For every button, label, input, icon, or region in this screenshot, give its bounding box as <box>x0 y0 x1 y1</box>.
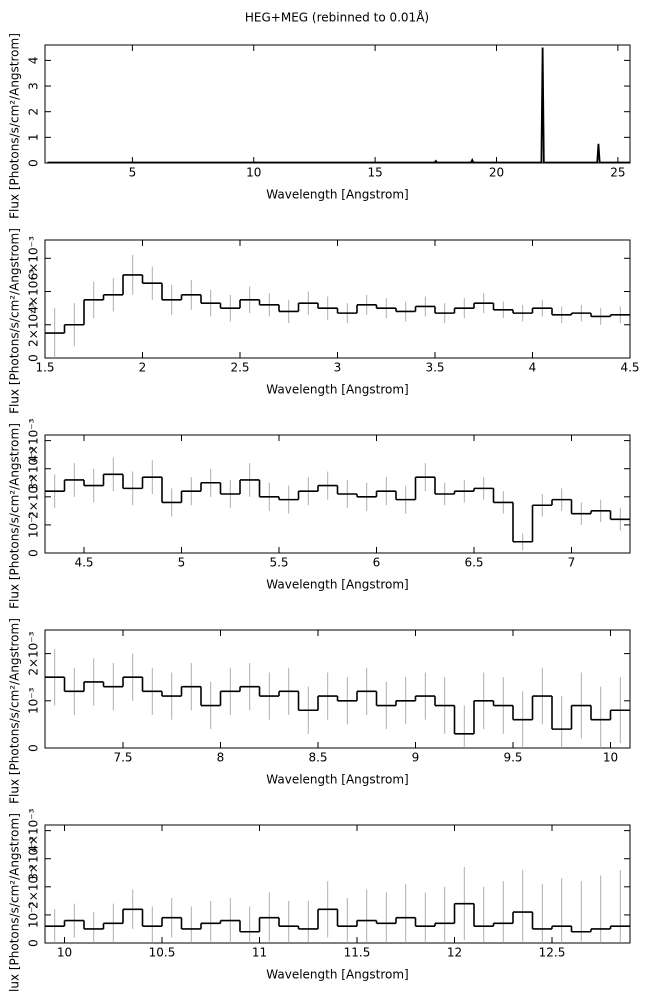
y-tick-label: 3×10⁻³ <box>27 446 41 490</box>
x-tick-label: 25 <box>610 166 625 180</box>
y-tick-label: 0 <box>27 549 41 557</box>
x-axis-label: Wavelength [Angstrom] <box>266 968 408 982</box>
x-axis-label: Wavelength [Angstrom] <box>266 773 408 787</box>
y-tick-label: 4×10⁻³ <box>27 808 41 852</box>
x-tick-label: 7.5 <box>113 751 132 765</box>
y-axis-label: Flux [Photons/s/cm²/Angstrom] <box>8 33 22 219</box>
y-tick-label: 3 <box>27 82 41 90</box>
y-axis-label: Flux [Photons/s/cm²/Angstrom] <box>8 813 22 991</box>
x-tick-label: 12.5 <box>539 946 566 960</box>
x-tick-label: 6.5 <box>464 556 483 570</box>
y-tick-label: 2 <box>27 108 41 116</box>
plot-frame <box>44 824 631 944</box>
y-tick-label: 10⁻³ <box>27 687 41 714</box>
x-tick-label: 9.5 <box>503 751 522 765</box>
x-tick-label: 10 <box>246 166 261 180</box>
x-tick-label: 1.5 <box>35 361 54 375</box>
x-axis-label: Wavelength [Angstrom] <box>266 578 408 592</box>
y-tick-label: 0 <box>27 159 41 167</box>
series <box>45 457 630 551</box>
x-tick-label: 10 <box>57 946 72 960</box>
x-tick-label: 12 <box>447 946 462 960</box>
x-tick-label: 10.5 <box>149 946 176 960</box>
y-tick-label: 1 <box>27 134 41 142</box>
x-tick-label: 4.5 <box>620 361 639 375</box>
x-tick-label: 5.5 <box>269 556 288 570</box>
chart-title: HEG+MEG (rebinned to 0.01Å) <box>245 10 429 25</box>
y-tick-label: 4×10⁻³ <box>27 269 41 313</box>
spectrum-line <box>47 47 630 163</box>
x-tick-label: 3 <box>334 361 342 375</box>
x-tick-label: 15 <box>367 166 382 180</box>
y-axis-label: Flux [Photons/s/cm²/Angstrom] <box>8 618 22 804</box>
y-tick-label: 6×10⁻³ <box>27 236 41 280</box>
x-tick-label: 7 <box>568 556 576 570</box>
x-tick-label: 20 <box>489 166 504 180</box>
y-axis-label: Flux [Photons/s/cm²/Angstrom] <box>8 423 22 609</box>
x-axis-label: Wavelength [Angstrom] <box>266 383 408 397</box>
y-tick-label: 0 <box>27 354 41 362</box>
x-tick-label: 11 <box>252 946 267 960</box>
x-tick-label: 2 <box>139 361 147 375</box>
series <box>45 867 630 943</box>
series <box>45 648 630 748</box>
x-tick-label: 3.5 <box>425 361 444 375</box>
y-axis-label: Flux [Photons/s/cm²/Angstrom] <box>8 228 22 414</box>
x-tick-label: 8.5 <box>308 751 327 765</box>
y-tick-label: 4×10⁻³ <box>27 418 41 462</box>
x-tick-label: 2.5 <box>230 361 249 375</box>
x-tick-label: 6 <box>373 556 381 570</box>
series <box>45 254 630 358</box>
y-tick-label: 2×10⁻³ <box>27 631 41 675</box>
y-tick-label: 10⁻³ <box>27 902 41 929</box>
plot-frame <box>44 434 631 554</box>
x-tick-label: 11.5 <box>344 946 371 960</box>
y-tick-label: 2×10⁻³ <box>27 303 41 347</box>
y-tick-label: 2×10⁻³ <box>27 865 41 909</box>
y-tick-label: 10⁻³ <box>27 512 41 539</box>
y-tick-label: 4 <box>27 57 41 65</box>
x-tick-label: 10 <box>603 751 618 765</box>
x-tick-label: 4.5 <box>74 556 93 570</box>
y-tick-label: 0 <box>27 744 41 752</box>
x-tick-label: 5 <box>178 556 186 570</box>
series <box>47 47 630 163</box>
y-tick-label: 3×10⁻³ <box>27 836 41 880</box>
plot-frame <box>44 629 631 749</box>
y-tick-label: 0 <box>27 939 41 947</box>
x-axis-label: Wavelength [Angstrom] <box>266 188 408 202</box>
x-tick-label: 5 <box>129 166 137 180</box>
y-tick-label: 2×10⁻³ <box>27 475 41 519</box>
x-tick-label: 8 <box>217 751 225 765</box>
x-tick-label: 4 <box>529 361 537 375</box>
x-tick-label: 9 <box>412 751 420 765</box>
